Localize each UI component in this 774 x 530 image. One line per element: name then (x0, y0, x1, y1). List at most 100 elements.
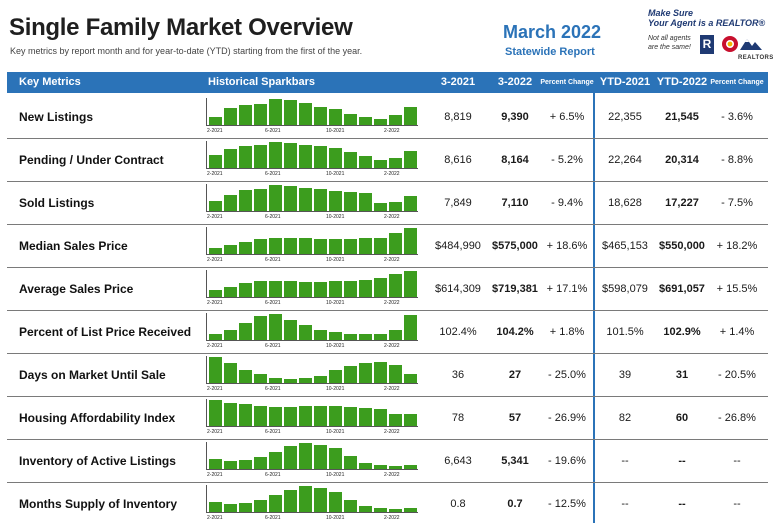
sparkbar (314, 146, 327, 168)
sparkbar (239, 146, 252, 168)
sparkbar (329, 492, 342, 512)
value-period-1: 36 (451, 369, 465, 381)
sparkbar (209, 400, 222, 426)
page-subtitle: Key metrics by report month and for year… (10, 46, 363, 56)
sparkbar (389, 414, 402, 426)
sparkbar (329, 191, 342, 211)
sparkbar-tick-label: 10-2021 (326, 171, 345, 177)
sparkbar (284, 320, 297, 340)
header-ytd-percent-change: Percent Change (710, 79, 764, 86)
sparkbar (209, 502, 222, 512)
value-period-1: $614,309 (435, 283, 481, 295)
sparkbar (284, 379, 297, 383)
sparkbar (254, 104, 267, 125)
sparkbar (209, 459, 222, 469)
value-ytd-1: 39 (618, 369, 632, 381)
sparkbar (344, 192, 357, 211)
sparkbar (209, 248, 222, 254)
sparkbar (239, 283, 252, 297)
value-ytd-percent-change: - 20.5% (718, 369, 756, 381)
sparkbar (389, 202, 402, 211)
realtor-r-logo-icon: R (700, 35, 714, 54)
sparkbar-chart: 2-2021 6-2021 10-2021 2-2022 (206, 313, 418, 351)
value-ytd-2: 21,545 (665, 111, 699, 123)
sparkbar (209, 357, 222, 383)
sparkbar (359, 156, 372, 168)
table-row: Pending / Under Contract 8,616 8,164 - 5.2%… (7, 139, 768, 182)
sparkbar (224, 108, 237, 125)
sparkbar (239, 323, 252, 340)
sparkbar-tick-label: 2-2021 (207, 171, 223, 177)
sparkbar-chart: 2-2021 6-2021 10-2021 2-2022 (206, 356, 418, 394)
sparkbar (329, 148, 342, 168)
sparkbar (284, 407, 297, 426)
table-row: Sold Listings 7,849 7,110 - 9.4% 18,628 17,22… (7, 182, 768, 225)
realtor-brand-block: Make Sure Your Agent is a REALTOR® Not a… (648, 8, 773, 64)
sparkbar (299, 103, 312, 125)
sparkbar-tick-label: 10-2021 (326, 300, 345, 306)
metric-label: Housing Affordability Index (19, 411, 176, 425)
header-percent-change: Percent Change (540, 79, 594, 86)
value-ytd-1: 82 (618, 412, 632, 424)
sparkbar (389, 330, 402, 340)
sparkbar (224, 403, 237, 426)
sparkbar (344, 239, 357, 254)
value-ytd-2: -- (678, 498, 686, 510)
brand-line-2: Your Agent is a REALTOR® (648, 18, 766, 28)
value-percent-change: + 1.8% (549, 326, 585, 338)
value-period-2: 7,110 (501, 197, 529, 209)
value-ytd-percent-change: - 26.8% (718, 412, 756, 424)
table-row: Days on Market Until Sale 36 27 - 25.0% 39 31… (7, 354, 768, 397)
sparkbar-plot-area (206, 313, 418, 341)
sparkbar-tick-label: 10-2021 (326, 257, 345, 263)
sparkbar (374, 508, 387, 512)
sparkbar (404, 271, 417, 297)
sparkbar-tick-label: 2-2021 (207, 214, 223, 220)
metric-label: Sold Listings (19, 196, 95, 210)
sparkbar (359, 238, 372, 254)
sparkbar (344, 281, 357, 297)
table-row: Inventory of Active Listings 6,643 5,341 - … (7, 440, 768, 483)
sparkbar (374, 278, 387, 297)
sparkbar (224, 195, 237, 211)
value-ytd-2: 20,314 (665, 154, 699, 166)
sparkbar-tick-label: 2-2022 (384, 257, 400, 263)
value-period-1: 8,616 (444, 154, 472, 166)
value-ytd-2: 17,227 (665, 197, 699, 209)
sparkbar (404, 107, 417, 125)
sparkbar (389, 365, 402, 383)
sparkbar (254, 374, 267, 383)
sparkbar-tick-label: 2-2021 (207, 386, 223, 392)
sparkbar (239, 503, 252, 512)
sparkbar (329, 370, 342, 383)
sparkbar (299, 443, 312, 469)
header-period-2: 3-2022 (497, 76, 533, 88)
sparkbar (359, 193, 372, 211)
sparkbar (224, 363, 237, 383)
sparkbar (254, 189, 267, 211)
sparkbar (299, 188, 312, 211)
value-ytd-2: 60 (675, 412, 689, 424)
sparkbar (359, 506, 372, 512)
report-type: Statewide Report (505, 46, 595, 58)
metric-label: Months Supply of Inventory (19, 497, 177, 511)
value-period-2: $575,000 (492, 240, 538, 252)
sparkbar (329, 332, 342, 340)
value-ytd-1: -- (621, 455, 629, 467)
colorado-realtors-logo-icon (722, 36, 762, 52)
sparkbar-tick-label: 2-2021 (207, 128, 223, 134)
sparkbar (404, 508, 417, 512)
sparkbar (254, 457, 267, 469)
table-row: Housing Affordability Index 78 57 - 26.9% 82… (7, 397, 768, 440)
sparkbar (329, 448, 342, 469)
sparkbar-tick-label: 10-2021 (326, 515, 345, 521)
sparkbar (344, 366, 357, 383)
header-ytd-1: YTD-2021 (599, 76, 651, 88)
value-period-2: 5,341 (501, 455, 529, 467)
sparkbar (299, 145, 312, 168)
sparkbar-tick-label: 2-2021 (207, 472, 223, 478)
sparkbar (224, 504, 237, 512)
sparkbar-chart: 2-2021 6-2021 10-2021 2-2022 (206, 184, 418, 222)
sparkbar (314, 376, 327, 383)
sparkbar (284, 238, 297, 254)
